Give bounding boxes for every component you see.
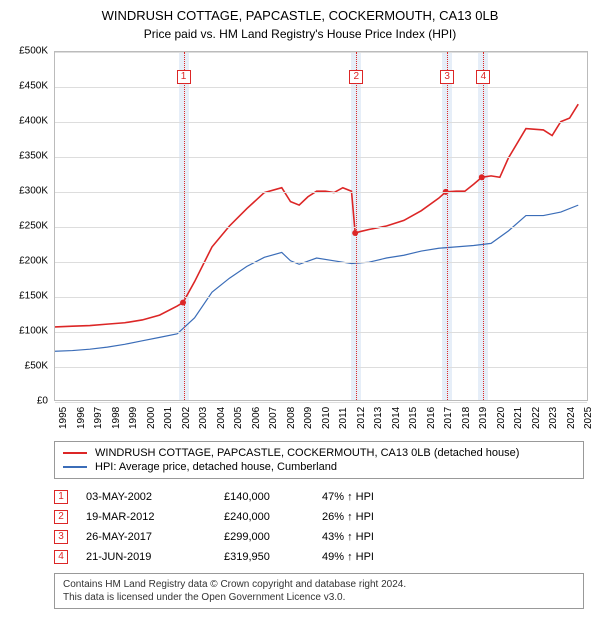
x-tick-label: 2021 bbox=[513, 407, 524, 429]
x-tick-label: 2009 bbox=[303, 407, 314, 429]
x-tick-label: 2012 bbox=[356, 407, 367, 429]
x-tick-label: 2005 bbox=[233, 407, 244, 429]
sales-table-row: 1 03-MAY-2002 £140,000 47% ↑ HPI bbox=[54, 487, 588, 507]
grid-line bbox=[55, 367, 587, 368]
footer-line-2: This data is licensed under the Open Gov… bbox=[63, 591, 575, 604]
x-tick-label: 1996 bbox=[76, 407, 87, 429]
grid-line bbox=[55, 262, 587, 263]
sale-price: £319,950 bbox=[224, 551, 304, 563]
sale-marker: 2 bbox=[349, 70, 363, 84]
sale-number-box: 1 bbox=[54, 490, 68, 504]
sales-table: 1 03-MAY-2002 £140,000 47% ↑ HPI 2 19-MAR-201… bbox=[54, 487, 588, 567]
sale-number-box: 4 bbox=[54, 550, 68, 564]
x-tick-label: 2008 bbox=[286, 407, 297, 429]
x-tick-label: 1995 bbox=[58, 407, 69, 429]
y-tick-label: £50K bbox=[25, 360, 48, 371]
sale-dotted-line bbox=[447, 52, 448, 400]
y-tick-label: £250K bbox=[19, 220, 48, 231]
sale-dotted-line bbox=[483, 52, 484, 400]
x-tick-label: 2006 bbox=[251, 407, 262, 429]
x-tick-label: 2003 bbox=[198, 407, 209, 429]
legend-item: HPI: Average price, detached house, Cumb… bbox=[63, 460, 575, 474]
sales-table-row: 2 19-MAR-2012 £240,000 26% ↑ HPI bbox=[54, 507, 588, 527]
sale-marker: 4 bbox=[476, 70, 490, 84]
y-tick-label: £450K bbox=[19, 80, 48, 91]
x-tick-label: 2020 bbox=[496, 407, 507, 429]
x-tick-label: 2025 bbox=[583, 407, 594, 429]
x-tick-label: 1998 bbox=[111, 407, 122, 429]
x-tick-label: 2023 bbox=[548, 407, 559, 429]
series-line bbox=[55, 104, 578, 327]
y-tick-label: £0 bbox=[37, 395, 48, 406]
sale-number-box: 3 bbox=[54, 530, 68, 544]
legend-label: HPI: Average price, detached house, Cumb… bbox=[95, 461, 337, 473]
legend-label: WINDRUSH COTTAGE, PAPCASTLE, COCKERMOUTH… bbox=[95, 447, 519, 459]
y-tick-label: £400K bbox=[19, 115, 48, 126]
x-tick-label: 2000 bbox=[146, 407, 157, 429]
grid-line bbox=[55, 157, 587, 158]
sale-pct: 47% ↑ HPI bbox=[322, 491, 402, 503]
sale-dotted-line bbox=[184, 52, 185, 400]
sale-price: £140,000 bbox=[224, 491, 304, 503]
sale-pct: 49% ↑ HPI bbox=[322, 551, 402, 563]
x-tick-label: 2007 bbox=[268, 407, 279, 429]
grid-line bbox=[55, 297, 587, 298]
legend-item: WINDRUSH COTTAGE, PAPCASTLE, COCKERMOUTH… bbox=[63, 446, 575, 460]
grid-line bbox=[55, 192, 587, 193]
sale-pct: 26% ↑ HPI bbox=[322, 511, 402, 523]
x-tick-label: 2011 bbox=[338, 407, 349, 429]
x-tick-label: 1999 bbox=[128, 407, 139, 429]
x-tick-label: 2002 bbox=[181, 407, 192, 429]
x-tick-label: 2018 bbox=[461, 407, 472, 429]
x-tick-label: 2022 bbox=[531, 407, 542, 429]
x-tick-label: 2017 bbox=[443, 407, 454, 429]
y-tick-label: £150K bbox=[19, 290, 48, 301]
y-tick-label: £100K bbox=[19, 325, 48, 336]
plot-area: 1 2 3 4 bbox=[54, 51, 588, 401]
y-axis: £0 £50K £100K £150K £200K £250K £300K £350K £400… bbox=[12, 51, 52, 431]
sale-marker: 1 bbox=[177, 70, 191, 84]
grid-line bbox=[55, 332, 587, 333]
sale-price: £240,000 bbox=[224, 511, 304, 523]
y-tick-label: £300K bbox=[19, 185, 48, 196]
footer-line-1: Contains HM Land Registry data © Crown c… bbox=[63, 578, 575, 591]
x-tick-label: 2001 bbox=[163, 407, 174, 429]
x-tick-label: 2015 bbox=[408, 407, 419, 429]
grid-line bbox=[55, 227, 587, 228]
sales-table-row: 3 26-MAY-2017 £299,000 43% ↑ HPI bbox=[54, 527, 588, 547]
x-tick-label: 2004 bbox=[216, 407, 227, 429]
grid-line bbox=[55, 52, 587, 53]
grid-line bbox=[55, 87, 587, 88]
x-tick-label: 2016 bbox=[426, 407, 437, 429]
y-tick-label: £350K bbox=[19, 150, 48, 161]
sale-marker: 3 bbox=[440, 70, 454, 84]
x-tick-label: 2013 bbox=[373, 407, 384, 429]
y-tick-label: £200K bbox=[19, 255, 48, 266]
sale-date: 03-MAY-2002 bbox=[86, 491, 206, 503]
legend-swatch bbox=[63, 452, 87, 454]
x-tick-label: 2024 bbox=[566, 407, 577, 429]
legend-swatch bbox=[63, 466, 87, 468]
chart-title: WINDRUSH COTTAGE, PAPCASTLE, COCKERMOUTH… bbox=[12, 8, 588, 25]
grid-line bbox=[55, 122, 587, 123]
sale-pct: 43% ↑ HPI bbox=[322, 531, 402, 543]
legend: WINDRUSH COTTAGE, PAPCASTLE, COCKERMOUTH… bbox=[54, 441, 584, 479]
sale-price: £299,000 bbox=[224, 531, 304, 543]
sale-date: 19-MAR-2012 bbox=[86, 511, 206, 523]
sales-table-row: 4 21-JUN-2019 £319,950 49% ↑ HPI bbox=[54, 547, 588, 567]
footer: Contains HM Land Registry data © Crown c… bbox=[54, 573, 584, 609]
sale-date: 26-MAY-2017 bbox=[86, 531, 206, 543]
x-tick-label: 1997 bbox=[93, 407, 104, 429]
y-tick-label: £500K bbox=[19, 45, 48, 56]
sale-number-box: 2 bbox=[54, 510, 68, 524]
x-axis: 1995 1996 1997 1998 1999 2000 2001 2002 2003 2004… bbox=[54, 403, 588, 431]
sale-date: 21-JUN-2019 bbox=[86, 551, 206, 563]
chart-subtitle: Price paid vs. HM Land Registry's House … bbox=[12, 27, 588, 41]
chart: £0 £50K £100K £150K £200K £250K £300K £350K £400… bbox=[12, 51, 588, 431]
x-tick-label: 2019 bbox=[478, 407, 489, 429]
sale-dotted-line bbox=[356, 52, 357, 400]
x-tick-label: 2014 bbox=[391, 407, 402, 429]
x-tick-label: 2010 bbox=[321, 407, 332, 429]
